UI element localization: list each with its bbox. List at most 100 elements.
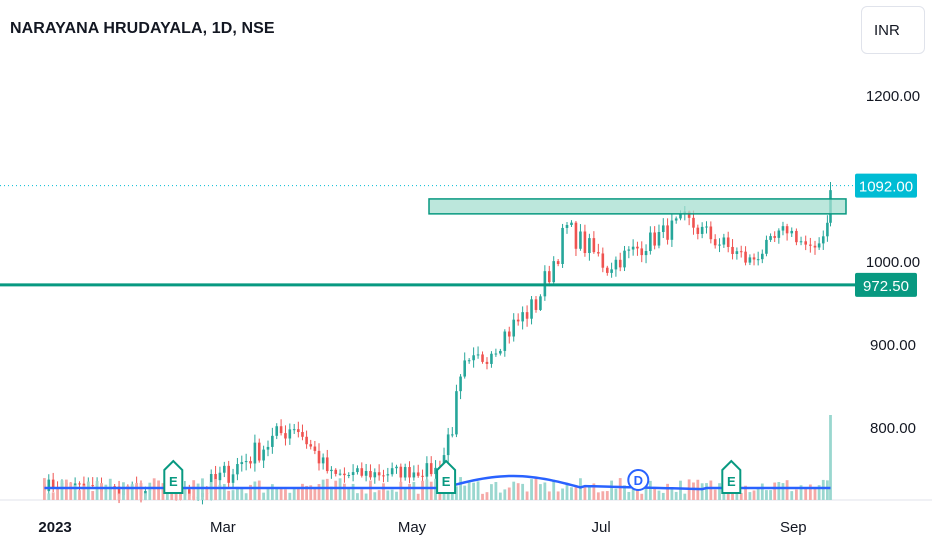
candle-body bbox=[649, 232, 652, 252]
volume-bar bbox=[126, 485, 130, 500]
volume-bar bbox=[614, 488, 618, 500]
candle-body bbox=[821, 236, 825, 244]
candle-body bbox=[399, 466, 403, 478]
dividend-event-icon[interactable]: D bbox=[627, 469, 650, 491]
candle-body bbox=[679, 213, 682, 219]
volume-bar bbox=[113, 489, 117, 500]
candle-body bbox=[113, 486, 116, 488]
currency-selector[interactable]: INR bbox=[861, 6, 925, 54]
candle-body bbox=[231, 474, 235, 483]
candle-body bbox=[463, 360, 466, 377]
candle-body bbox=[288, 429, 292, 439]
volume-bar bbox=[596, 492, 600, 500]
volume-bar bbox=[305, 485, 308, 500]
volume-bar bbox=[296, 487, 300, 500]
volume-bar bbox=[692, 482, 695, 500]
candle-body bbox=[752, 257, 756, 260]
candle-body bbox=[467, 360, 471, 362]
volume-bar bbox=[627, 491, 631, 500]
volume-bar bbox=[412, 481, 416, 500]
volume-bar bbox=[640, 493, 644, 500]
volume-bar bbox=[240, 487, 244, 500]
candle-body bbox=[244, 461, 248, 463]
candle-body bbox=[334, 469, 338, 474]
volume-bar bbox=[244, 493, 248, 500]
candle-body bbox=[722, 237, 726, 245]
volume-bar bbox=[826, 480, 829, 500]
candle-body bbox=[321, 457, 325, 464]
candle-body bbox=[313, 446, 317, 451]
candle-body bbox=[305, 436, 308, 445]
y-tick-label: 1200.00 bbox=[866, 88, 920, 105]
candle-body bbox=[82, 483, 86, 487]
volume-bar bbox=[777, 481, 781, 500]
candle-body bbox=[726, 237, 730, 247]
candle-body bbox=[627, 249, 631, 251]
volume-bar bbox=[512, 481, 516, 500]
candle-body bbox=[539, 296, 542, 310]
candle-body bbox=[382, 475, 385, 477]
candle-body bbox=[351, 472, 355, 476]
volume-bar bbox=[735, 492, 739, 500]
volume-bar bbox=[292, 488, 296, 500]
earnings-event-icon[interactable]: E bbox=[721, 459, 742, 494]
volume-bar bbox=[666, 483, 669, 500]
volume-bar bbox=[86, 481, 90, 500]
candle-body bbox=[574, 222, 578, 249]
volume-bar bbox=[507, 487, 511, 500]
candle-body bbox=[412, 472, 416, 478]
candle-body bbox=[705, 226, 708, 228]
candle-body bbox=[416, 472, 420, 476]
volume-bar bbox=[631, 486, 635, 500]
volume-bar bbox=[674, 491, 678, 500]
volume-bar bbox=[472, 482, 476, 500]
volume-bar bbox=[565, 482, 569, 500]
candle-body bbox=[257, 442, 261, 461]
volume-bar bbox=[785, 480, 789, 500]
resistance-zone[interactable] bbox=[428, 198, 847, 215]
volume-bar bbox=[731, 492, 734, 500]
candle-body bbox=[610, 269, 613, 273]
volume-bar bbox=[648, 480, 652, 500]
volume-bar bbox=[373, 492, 377, 500]
volume-bar bbox=[369, 480, 372, 500]
volume-bar bbox=[56, 489, 59, 500]
chart-title: NARAYANA HRUDAYALA, 1D, NSE bbox=[10, 20, 275, 37]
volume-bar bbox=[231, 490, 235, 500]
volume-bar bbox=[583, 486, 587, 500]
candle-body bbox=[214, 474, 217, 481]
volume-bar bbox=[275, 487, 279, 500]
candle-body bbox=[364, 471, 368, 476]
volume-bar bbox=[574, 486, 578, 500]
volume-bar bbox=[377, 490, 381, 500]
candle-body bbox=[325, 457, 329, 472]
volume-bar bbox=[644, 485, 648, 500]
volume-bar bbox=[799, 485, 803, 500]
volume-bar bbox=[249, 484, 252, 500]
event-letter: E bbox=[169, 474, 178, 489]
candle-body bbox=[700, 226, 704, 234]
event-letter: E bbox=[442, 474, 451, 489]
volume-bar bbox=[157, 480, 160, 500]
candle-body bbox=[507, 331, 511, 337]
candle-body bbox=[253, 442, 257, 464]
volume-bar bbox=[476, 481, 480, 500]
volume-bar bbox=[279, 488, 283, 500]
x-tick-label: Sep bbox=[780, 519, 807, 536]
volume-bar bbox=[587, 485, 591, 500]
earnings-event-icon[interactable]: E bbox=[163, 459, 184, 494]
candle-body bbox=[826, 222, 829, 237]
candle-body bbox=[565, 224, 569, 228]
volume-bar bbox=[552, 479, 556, 500]
volume-bar bbox=[209, 482, 213, 500]
earnings-event-icon[interactable]: E bbox=[436, 459, 457, 494]
y-tick-label: 900.00 bbox=[870, 337, 916, 354]
x-tick-label: Mar bbox=[210, 519, 236, 536]
volume-bar bbox=[570, 487, 573, 500]
candle-body bbox=[476, 354, 480, 356]
volume-bar bbox=[395, 491, 398, 500]
candle-body bbox=[817, 243, 821, 248]
x-tick-label: Jul bbox=[592, 519, 611, 536]
candle-body bbox=[446, 434, 450, 456]
